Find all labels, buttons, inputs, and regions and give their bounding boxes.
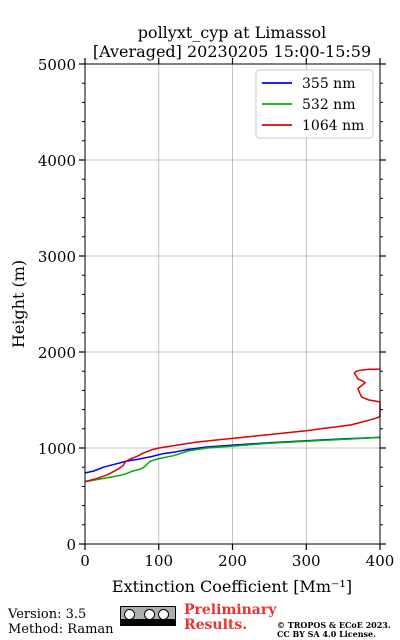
x-tick-label: 100 — [144, 552, 173, 570]
y-tick-label: 0 — [66, 536, 76, 554]
version-text: Version: 3.5 — [8, 607, 87, 622]
method-text: Method: Raman — [8, 622, 114, 637]
cc-badge-bar — [121, 619, 175, 625]
y-axis-label: Height (m) — [9, 260, 28, 348]
legend-label: 532 nm — [302, 97, 355, 113]
x-tick-label: 0 — [80, 552, 90, 570]
cc-license-badge — [120, 606, 176, 626]
chart-subtitle: [Averaged] 20230205 15:00-15:59 — [93, 42, 371, 61]
y-tick-label: 1000 — [38, 440, 76, 458]
x-axis-label: Extinction Coefficient [Mm⁻¹] — [112, 577, 352, 596]
series-line-532-nm — [84, 436, 381, 483]
x-tick-label: 300 — [292, 552, 321, 570]
results-label: Results. — [184, 617, 248, 633]
series-lines — [84, 368, 381, 483]
legend-label: 1064 nm — [302, 118, 364, 134]
y-tick-label: 4000 — [38, 152, 76, 170]
legend: 355 nm 532 nm 1064 nm — [255, 69, 374, 139]
y-tick-label: 3000 — [38, 248, 76, 266]
series-line-1064-nm — [84, 368, 381, 483]
y-tick-label: 5000 — [38, 56, 76, 74]
x-tick-label: 200 — [218, 552, 247, 570]
grid — [85, 64, 380, 544]
license-text: CC BY SA 4.0 License. — [277, 629, 376, 639]
y-tick-label: 2000 — [38, 344, 76, 362]
legend-box — [255, 69, 374, 139]
legend-label: 355 nm — [302, 76, 355, 92]
preliminary-label: Preliminary — [184, 602, 277, 618]
chart-title: pollyxt_cyp at Limassol — [138, 23, 327, 42]
x-tick-label: 400 — [366, 552, 395, 570]
copyright-text: © TROPOS & ECoE 2023. — [277, 620, 391, 630]
